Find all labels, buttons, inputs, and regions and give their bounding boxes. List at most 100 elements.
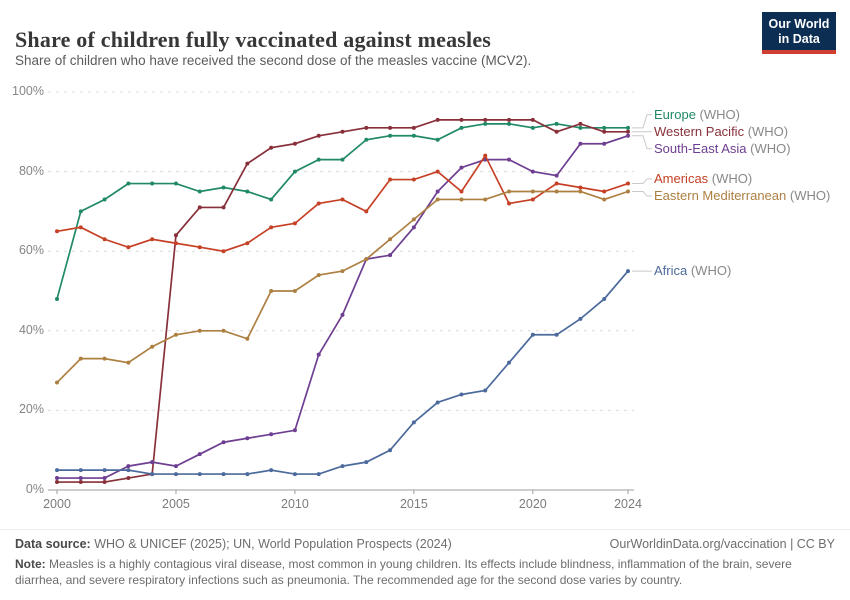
- data-point: [150, 472, 155, 477]
- data-point: [411, 420, 416, 425]
- data-point: [150, 344, 155, 349]
- legend-item-africa[interactable]: Africa (WHO): [654, 263, 731, 278]
- data-point: [197, 472, 202, 477]
- data-point: [292, 221, 297, 226]
- data-point: [411, 225, 416, 230]
- logo-red-bar: [762, 50, 836, 54]
- data-point: [245, 161, 250, 166]
- data-point: [245, 472, 250, 477]
- data-point: [316, 157, 321, 162]
- data-point: [602, 189, 607, 194]
- chart-note: Note: Measles is a highly contagious vir…: [15, 556, 835, 588]
- data-point: [578, 125, 583, 130]
- data-point: [411, 125, 416, 130]
- y-axis-tick-label: 60%: [18, 243, 44, 258]
- data-source-line: Data source: WHO & UNICEF (2025); UN, Wo…: [15, 537, 452, 551]
- data-point: [530, 189, 535, 194]
- data-point: [197, 189, 202, 194]
- series-line: [56, 153, 629, 253]
- legend-series-name: Eastern Mediterranean: [654, 188, 787, 204]
- owid-logo: Our World in Data: [762, 12, 836, 54]
- legend-connector: [632, 191, 652, 197]
- series-line: [56, 190, 629, 384]
- data-point: [55, 476, 59, 481]
- data-point: [602, 296, 607, 301]
- data-point: [150, 460, 155, 465]
- chart-footer: Data source: WHO & UNICEF (2025); UN, Wo…: [0, 529, 850, 588]
- legend-series-name: Europe: [654, 106, 696, 122]
- data-point: [292, 289, 297, 293]
- data-point: [340, 312, 345, 317]
- data-point: [626, 269, 630, 274]
- y-axis-tick-label: 100%: [12, 84, 44, 98]
- legend-item-eastern-mediterranean[interactable]: Eastern Mediterranean (WHO): [654, 188, 830, 203]
- series-europe: [55, 121, 630, 301]
- series-line: [57, 134, 629, 479]
- data-point: [483, 117, 488, 122]
- data-point: [459, 125, 464, 130]
- legend-series-name: South-East Asia: [654, 140, 747, 156]
- data-point: [554, 181, 559, 186]
- note-text: Measles is a highly contagious viral dis…: [15, 557, 792, 588]
- data-point: [459, 392, 464, 397]
- legend-item-western-pacific[interactable]: Western Pacific (WHO): [654, 124, 788, 139]
- legend-series-suffix: (WHO): [746, 140, 791, 156]
- data-point: [388, 133, 393, 138]
- data-point: [340, 464, 345, 469]
- data-point: [55, 229, 59, 234]
- data-point: [507, 157, 512, 162]
- logo-line2: in Data: [778, 32, 820, 46]
- data-point: [173, 332, 178, 337]
- data-point: [78, 476, 83, 481]
- data-point: [55, 380, 59, 385]
- series-eastern-mediterranean: [55, 189, 630, 385]
- legend-connector: [632, 114, 652, 129]
- data-point: [388, 237, 393, 242]
- y-axis-tick-label: 0%: [25, 482, 44, 496]
- y-axis-tick-label: 40%: [18, 322, 44, 337]
- data-point: [459, 165, 464, 170]
- data-point: [126, 181, 131, 186]
- data-point: [102, 468, 107, 473]
- data-point: [340, 129, 345, 134]
- x-axis-tick-label: 2010: [281, 497, 309, 511]
- data-point: [459, 197, 464, 202]
- data-point: [78, 356, 83, 361]
- data-point: [388, 125, 393, 130]
- data-point: [554, 121, 559, 126]
- data-point: [78, 209, 83, 214]
- data-point: [102, 476, 107, 481]
- data-point: [316, 352, 321, 357]
- measles-vaccination-line-chart: [48, 91, 652, 494]
- data-point: [411, 217, 416, 222]
- data-point: [269, 432, 274, 437]
- data-point: [292, 472, 297, 477]
- data-point: [435, 169, 440, 174]
- legend-series-suffix: (WHO): [708, 171, 753, 187]
- data-point: [221, 205, 226, 210]
- data-point: [269, 225, 274, 230]
- data-point: [530, 125, 535, 130]
- data-point: [245, 241, 250, 246]
- legend-series-name: Western Pacific: [654, 123, 745, 139]
- legend-connector: [632, 135, 652, 150]
- legend-item-south-east-asia[interactable]: South-East Asia (WHO): [654, 141, 791, 156]
- legend-series-suffix: (WHO): [695, 106, 740, 122]
- data-point: [173, 233, 178, 238]
- data-point: [316, 201, 321, 206]
- data-point: [626, 181, 630, 186]
- data-point: [340, 197, 345, 202]
- data-point: [126, 360, 131, 365]
- data-point: [435, 117, 440, 122]
- x-axis-tick-label: 2020: [518, 497, 547, 511]
- legend-item-europe[interactable]: Europe (WHO): [654, 107, 740, 122]
- legend-item-americas[interactable]: Americas (WHO): [654, 171, 752, 186]
- series-line: [57, 119, 628, 483]
- data-point: [507, 121, 512, 126]
- data-point: [602, 129, 607, 134]
- data-point: [316, 273, 321, 278]
- data-point: [316, 472, 321, 477]
- data-point: [245, 436, 250, 441]
- data-point: [173, 181, 178, 186]
- data-point: [78, 225, 83, 230]
